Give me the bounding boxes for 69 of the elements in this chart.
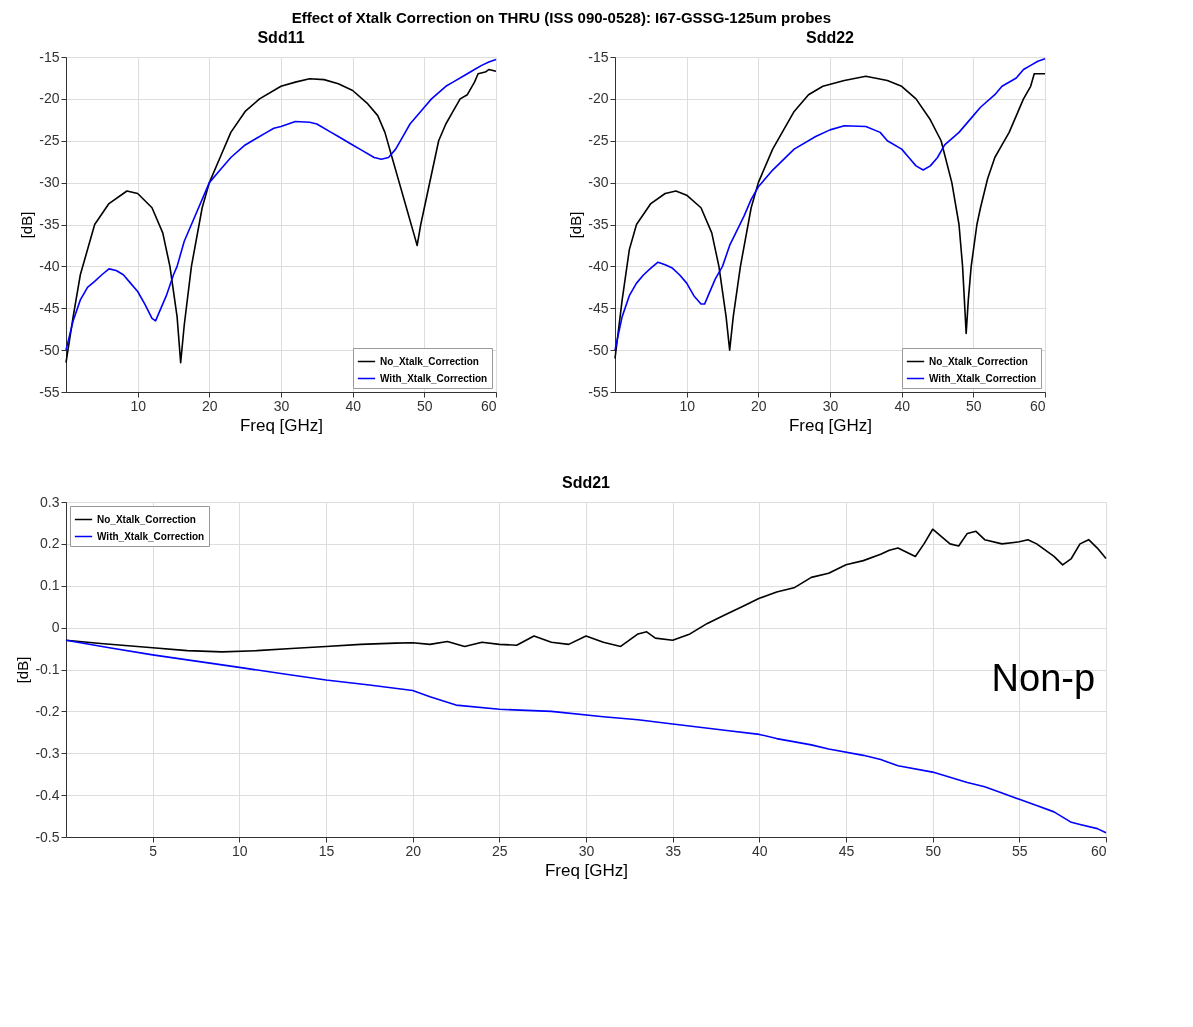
x-tick-label: 60 — [1029, 397, 1046, 414]
x-axis-title: Freq [GHz] — [788, 415, 873, 435]
y-tick-label: 0 — [51, 619, 60, 636]
x-tick-label: 10 — [679, 397, 696, 414]
legend-label: With_Xtalk_Correction — [380, 372, 488, 384]
x-tick-label: 50 — [925, 842, 942, 859]
y-tick-label: 0.2 — [40, 535, 60, 552]
legend-label: No_Xtalk_Correction — [929, 355, 1028, 367]
x-tick-label: 20 — [751, 397, 767, 414]
y-axis-title: [dB] — [18, 211, 36, 239]
y-tick-label: -20 — [588, 90, 609, 107]
y-tick-label: -15 — [39, 48, 60, 65]
x-tick-label: 10 — [232, 842, 248, 859]
annotation: Non-p — [991, 656, 1096, 699]
x-tick-label: 50 — [417, 397, 433, 414]
chart-title: Sdd11 — [257, 29, 305, 46]
x-tick-label: 40 — [894, 397, 911, 414]
x-tick-label: 10 — [130, 397, 147, 414]
x-tick-label: 30 — [822, 397, 839, 414]
x-tick-label: 45 — [838, 842, 855, 859]
y-tick-label: -40 — [39, 257, 60, 274]
y-tick-label: -0.3 — [35, 744, 60, 761]
x-tick-label: 30 — [273, 397, 290, 414]
x-tick-label: 5 — [149, 842, 158, 859]
text: Effect of Xtalk Correction on THRU (ISS 090-0528): I67-GSSG-125um probes — [291, 8, 831, 26]
chart-title: Sdd22 — [805, 29, 855, 46]
y-tick-label: -0.5 — [35, 828, 60, 845]
y-tick-label: -0.2 — [35, 702, 60, 719]
x-tick-label: 35 — [665, 842, 682, 859]
x-tick-label: 20 — [405, 842, 422, 859]
y-tick-label: -45 — [588, 299, 609, 316]
y-tick-label: 0.1 — [40, 577, 60, 594]
y-tick-label: -55 — [588, 383, 609, 400]
y-tick-label: -35 — [39, 216, 60, 232]
x-axis-title: Freq [GHz] — [544, 860, 629, 880]
y-tick-label: -15 — [588, 48, 609, 65]
x-tick-label: 30 — [578, 842, 595, 859]
y-tick-label: -20 — [39, 90, 60, 107]
y-tick-label: -40 — [588, 257, 609, 274]
y-tick-label: -50 — [39, 341, 60, 358]
line-series — [65, 639, 1107, 834]
x-tick-label: 55 — [1012, 842, 1028, 859]
legend-label: With_Xtalk_Correction — [929, 372, 1037, 384]
y-tick-label: -55 — [39, 383, 60, 400]
x-tick-label: 20 — [202, 397, 218, 414]
y-tick-label: -25 — [39, 132, 60, 149]
x-tick-label: 60 — [1090, 842, 1107, 859]
y-tick-label: -30 — [588, 174, 609, 191]
x-tick-label: 40 — [752, 842, 768, 859]
chart-title: Sdd21 — [561, 474, 611, 491]
x-tick-label: 50 — [966, 397, 982, 414]
x-tick-label: 15 — [318, 842, 335, 859]
y-tick-label: -0.1 — [35, 661, 60, 677]
y-axis-title: [dB] — [14, 656, 32, 684]
y-tick-label: -0.4 — [35, 786, 60, 803]
y-tick-label: 0.3 — [40, 493, 60, 510]
y-tick-label: -45 — [39, 299, 60, 316]
x-tick-label: 60 — [480, 397, 497, 414]
y-tick-label: -35 — [588, 216, 609, 232]
y-axis-title: [dB] — [567, 211, 585, 239]
legend-label: No_Xtalk_Correction — [380, 355, 479, 367]
y-tick-label: -50 — [588, 341, 609, 358]
legend-label: No_Xtalk_Correction — [97, 513, 196, 525]
y-tick-label: -25 — [588, 132, 609, 149]
x-tick-label: 40 — [345, 397, 362, 414]
y-tick-label: -30 — [39, 174, 60, 191]
legend-label: With_Xtalk_Correction — [97, 530, 205, 542]
x-tick-label: 25 — [492, 842, 508, 859]
x-axis-title: Freq [GHz] — [239, 415, 324, 435]
